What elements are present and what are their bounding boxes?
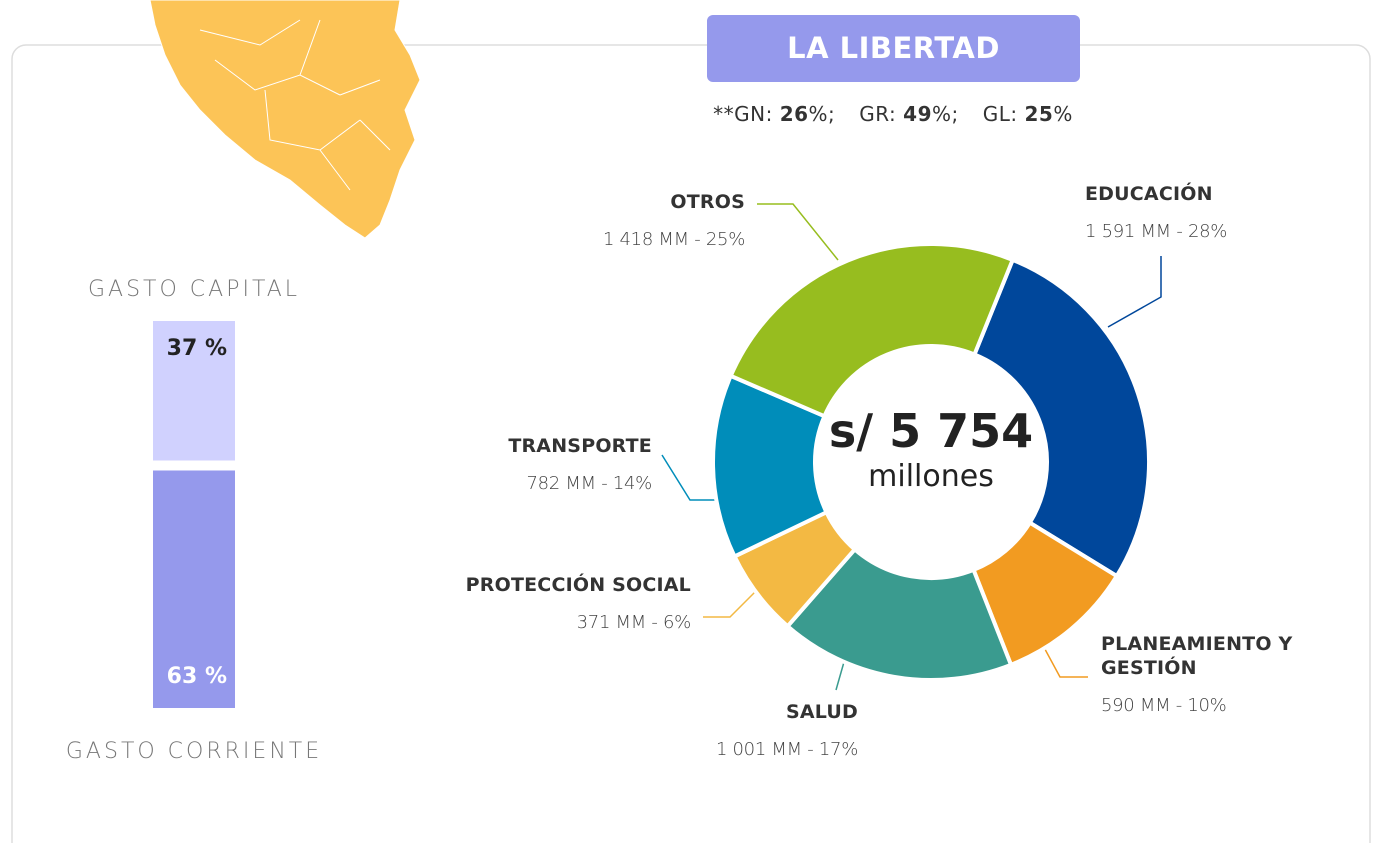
shares-line: **GN: 26%; GR: 49%; GL: 25% <box>0 102 1378 126</box>
value-label: 590 MM - 10% <box>1101 695 1227 716</box>
share: **GN: 26%; <box>713 102 835 126</box>
value-label: 37 % <box>167 336 227 361</box>
segment-label: OTROS 1 418 MM - 25% <box>603 190 745 252</box>
share-suffix: %; <box>808 102 836 126</box>
category-name: OTROS <box>670 191 745 213</box>
segment-label: PLANEAMIENTO Y GESTIÓN 590 MM - 10% <box>1101 632 1351 718</box>
bar-segment <box>153 321 235 461</box>
category-name: SALUD <box>785 701 858 723</box>
center-sublabel: millones <box>868 459 994 494</box>
region-title: LA LIBERTAD <box>707 15 1080 82</box>
share-value: 49 <box>903 102 933 126</box>
segment-label: SALUD 1 001 MM - 17% <box>716 700 858 762</box>
bar-segment <box>153 470 235 708</box>
value-label: 63 % <box>167 664 227 689</box>
category-label: GASTO CORRIENTE <box>66 739 322 764</box>
category-name: TRANSPORTE <box>508 435 652 457</box>
card <box>11 44 1371 843</box>
category-label: GASTO CAPITAL <box>88 277 300 302</box>
share-suffix: %; <box>932 102 959 126</box>
share: GL: 25% <box>983 102 1073 126</box>
segment-label: PROTECCIÓN SOCIAL 371 MM - 6% <box>465 573 692 635</box>
share-value: 26 <box>779 102 809 126</box>
share-value: 25 <box>1024 102 1054 126</box>
donut-segment <box>971 257 1151 579</box>
segment-label: EDUCACIÓN 1 591 MM - 28% <box>1085 182 1227 244</box>
category-name: PROTECCIÓN SOCIAL <box>465 574 691 596</box>
share-label: **GN: <box>713 102 773 126</box>
value-label: 1 591 MM - 28% <box>1085 221 1228 242</box>
map-borders <box>199 19 391 191</box>
donut-center: s/ 5 754 millones <box>781 405 1081 497</box>
map <box>149 0 421 239</box>
share-suffix: % <box>1053 102 1073 126</box>
share-label: GL: <box>982 102 1018 126</box>
share: GR: 49%; <box>859 102 958 126</box>
value-label: 1 001 MM - 17% <box>715 739 858 760</box>
donut <box>711 242 1151 682</box>
donut-segment <box>728 242 1016 419</box>
donut-segment <box>784 546 1014 682</box>
value-label: 371 MM - 6% <box>576 612 692 633</box>
share-label: GR: <box>859 102 897 126</box>
value-label: 782 MM - 14% <box>526 473 653 494</box>
category-name: EDUCACIÓN <box>1085 183 1213 205</box>
category-name: PLANEAMIENTO Y GESTIÓN <box>1101 633 1293 679</box>
value-label: 1 418 MM - 25% <box>602 229 745 250</box>
stacked-bar: 37 % 63 % GASTO CAPITAL GASTO CORRIENTE <box>66 277 322 764</box>
leader-lines <box>661 203 1162 691</box>
segment-label: TRANSPORTE 782 MM - 14% <box>508 434 652 496</box>
center-label: s/ 5 754 <box>828 404 1034 458</box>
